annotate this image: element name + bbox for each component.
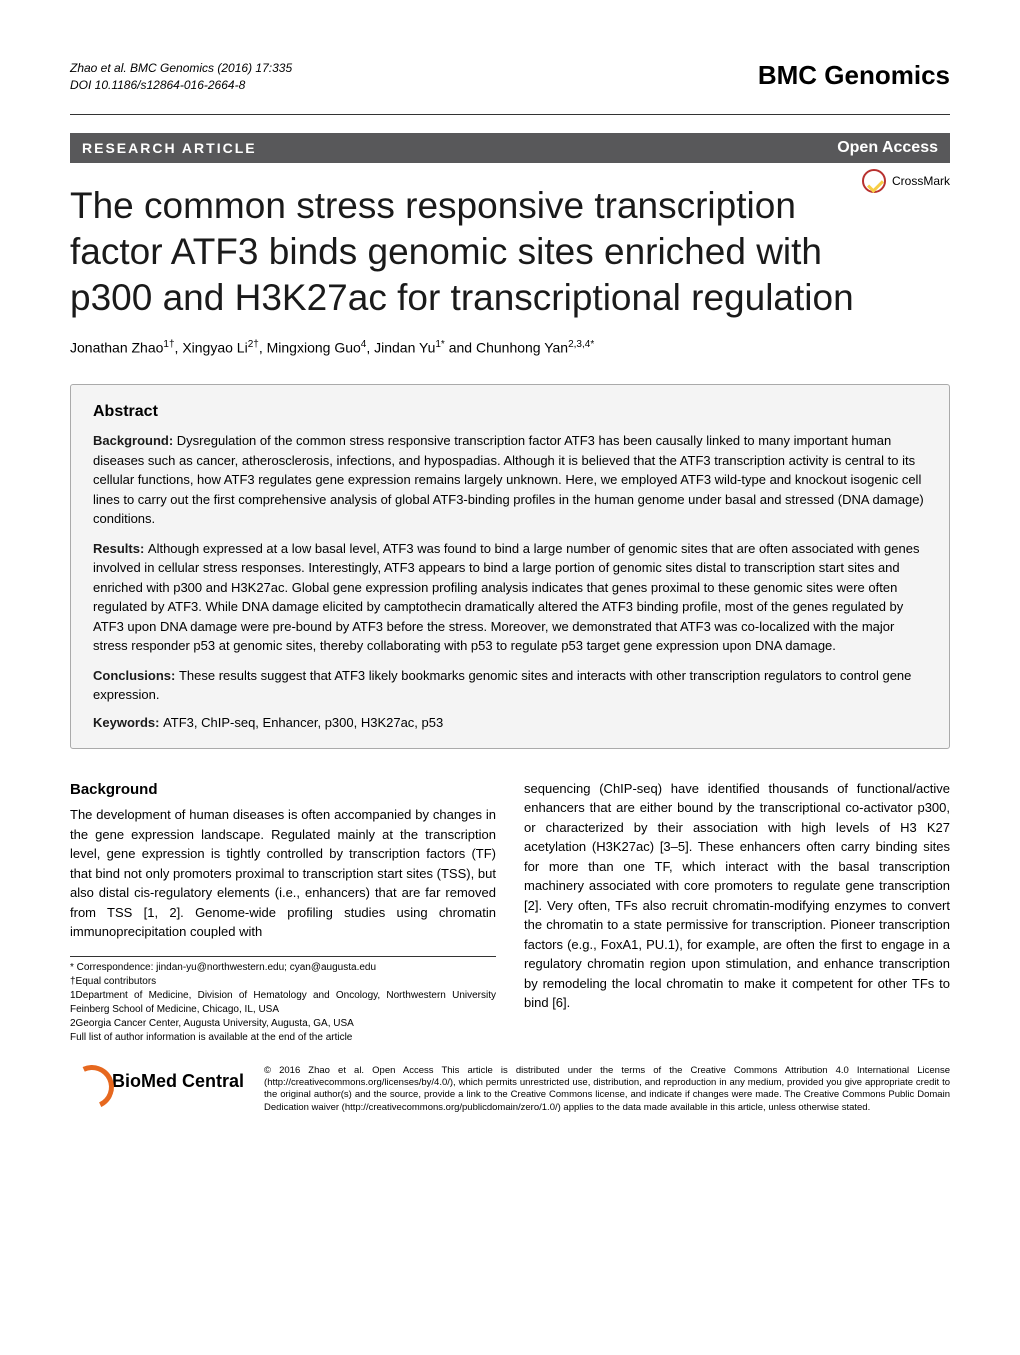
crossmark-label: CrossMark xyxy=(892,174,950,188)
article-type-bar: RESEARCH ARTICLE Open Access xyxy=(70,133,950,163)
affil-sup: 2† xyxy=(248,339,259,350)
full-affil-line: Full list of author information is avail… xyxy=(70,1031,496,1045)
header-divider xyxy=(70,114,950,115)
article-title: The common stress responsive transcripti… xyxy=(70,183,890,322)
abstract-heading: Abstract xyxy=(93,403,927,421)
abs-text: Dysregulation of the common stress respo… xyxy=(93,433,924,526)
logo-central: Central xyxy=(177,1071,244,1091)
open-access-label: Open Access xyxy=(837,139,938,157)
running-authors: Zhao et al. BMC Genomics (2016) 17:335 xyxy=(70,60,292,77)
footer: BioMed Central © 2016 Zhao et al. Open A… xyxy=(70,1065,950,1114)
running-header: Zhao et al. BMC Genomics (2016) 17:335 D… xyxy=(70,60,950,94)
affil-sup: 2,3,4* xyxy=(568,339,594,350)
and-sep: and xyxy=(445,340,476,356)
author: Chunhong Yan xyxy=(476,340,568,356)
affil-sup: 1* xyxy=(435,339,444,350)
author-list: Jonathan Zhao1†, Xingyao Li2†, Mingxiong… xyxy=(70,339,950,356)
bmc-swirl-icon xyxy=(70,1065,104,1099)
section-heading: Background xyxy=(70,779,496,802)
author: Jonathan Zhao xyxy=(70,340,163,356)
affil-sup: 4 xyxy=(361,339,367,350)
column-right: sequencing (ChIP-seq) have identified th… xyxy=(524,779,950,1045)
keywords-text: ATF3, ChIP-seq, Enhancer, p300, H3K27ac,… xyxy=(163,715,443,730)
affiliation-line: 2Georgia Cancer Center, Augusta Universi… xyxy=(70,1017,496,1031)
journal-name: BMC Genomics xyxy=(758,60,950,91)
abstract-background: Background: Dysregulation of the common … xyxy=(93,431,927,529)
license-text: © 2016 Zhao et al. Open Access This arti… xyxy=(264,1065,950,1114)
crossmark-icon xyxy=(862,169,886,193)
column-left: Background The development of human dise… xyxy=(70,779,496,1045)
affil-sup: 1† xyxy=(163,339,174,350)
article-type-label: RESEARCH ARTICLE xyxy=(82,140,257,156)
crossmark-badge[interactable]: CrossMark xyxy=(862,169,950,193)
correspondence-line: * Correspondence: jindan-yu@northwestern… xyxy=(70,961,496,975)
body-paragraph: sequencing (ChIP-seq) have identified th… xyxy=(524,779,950,1013)
logo-bio: BioMed xyxy=(112,1071,177,1091)
author: Jindan Yu xyxy=(374,340,435,356)
running-head-left: Zhao et al. BMC Genomics (2016) 17:335 D… xyxy=(70,60,292,94)
abstract-conclusions: Conclusions: These results suggest that … xyxy=(93,666,927,705)
abs-label: Keywords: xyxy=(93,715,163,730)
doi-text: DOI 10.1186/s12864-016-2664-8 xyxy=(70,77,292,94)
author: Xingyao Li xyxy=(182,340,247,356)
equal-contrib-line: †Equal contributors xyxy=(70,975,496,989)
abs-label: Conclusions: xyxy=(93,668,179,683)
biomedcentral-logo: BioMed Central xyxy=(70,1065,244,1099)
abs-label: Results: xyxy=(93,541,148,556)
body-paragraph: The development of human diseases is oft… xyxy=(70,805,496,942)
footnotes: * Correspondence: jindan-yu@northwestern… xyxy=(70,956,496,1045)
abstract-results: Results: Although expressed at a low bas… xyxy=(93,539,927,656)
main-body: Background The development of human dise… xyxy=(70,779,950,1045)
abstract-box: Abstract Background: Dysregulation of th… xyxy=(70,384,950,749)
abstract-keywords: Keywords: ATF3, ChIP-seq, Enhancer, p300… xyxy=(93,715,927,730)
bmc-logo-text: BioMed Central xyxy=(112,1071,244,1092)
abs-text: Although expressed at a low basal level,… xyxy=(93,541,919,654)
affiliation-line: 1Department of Medicine, Division of Hem… xyxy=(70,989,496,1017)
author: Mingxiong Guo xyxy=(267,340,361,356)
abs-text: These results suggest that ATF3 likely b… xyxy=(93,668,911,703)
abs-label: Background: xyxy=(93,433,177,448)
